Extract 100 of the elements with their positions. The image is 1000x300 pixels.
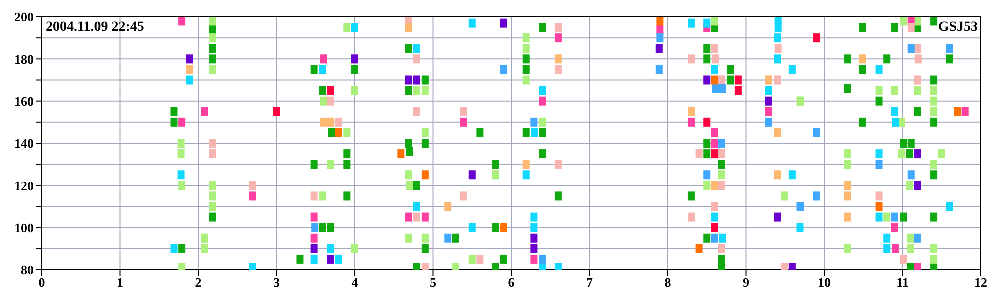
point	[844, 160, 852, 170]
point	[711, 128, 718, 138]
point	[704, 18, 711, 28]
x-tick-label: 0	[38, 275, 46, 290]
point	[344, 128, 351, 138]
point	[531, 128, 538, 138]
point	[892, 244, 900, 254]
point	[876, 65, 883, 74]
point	[844, 212, 852, 222]
y-tick-label: 140	[14, 136, 34, 152]
point	[320, 54, 328, 64]
point	[522, 160, 530, 170]
point	[765, 86, 772, 96]
point	[209, 65, 216, 74]
point	[522, 34, 530, 43]
point	[813, 128, 820, 138]
point	[327, 160, 334, 170]
point	[170, 244, 178, 254]
point	[422, 234, 429, 243]
point	[413, 76, 420, 85]
y-tick-label: 200	[14, 10, 34, 25]
point	[201, 244, 208, 254]
point	[178, 139, 185, 148]
point	[444, 234, 452, 243]
point	[914, 86, 922, 96]
point	[335, 254, 342, 264]
point	[711, 17, 718, 26]
y-tick-label: 80	[21, 262, 34, 278]
point	[711, 65, 718, 74]
x-tick-label: 11	[896, 275, 909, 290]
point	[327, 254, 334, 264]
point	[876, 192, 883, 201]
point	[312, 223, 319, 232]
point	[352, 244, 358, 254]
x-tick-label: 10	[818, 275, 831, 290]
point	[209, 202, 216, 212]
point	[554, 23, 562, 32]
x-tick-label: 4	[352, 275, 359, 290]
point	[352, 23, 358, 32]
point	[178, 17, 186, 26]
point	[962, 107, 969, 116]
point	[711, 202, 718, 212]
y-tick-label: 100	[14, 220, 34, 236]
point	[335, 128, 342, 138]
point	[500, 223, 508, 232]
point	[209, 139, 216, 148]
point	[413, 107, 420, 116]
point	[319, 192, 326, 201]
y-tick-label: 180	[14, 52, 34, 67]
point	[554, 34, 562, 43]
point	[530, 234, 538, 243]
point	[844, 192, 852, 201]
point	[884, 244, 891, 254]
point	[468, 18, 476, 28]
point	[930, 86, 938, 96]
point	[201, 107, 208, 116]
point	[405, 212, 412, 222]
point	[422, 86, 429, 96]
point	[876, 160, 883, 170]
point	[908, 44, 915, 54]
point	[327, 118, 334, 127]
point	[774, 23, 782, 32]
annotation: GSJ53	[938, 20, 978, 36]
point	[711, 212, 718, 222]
point	[688, 118, 695, 127]
point	[774, 34, 782, 43]
point	[327, 86, 334, 96]
point	[688, 18, 695, 28]
point	[908, 170, 915, 180]
point	[914, 150, 922, 159]
point	[186, 54, 194, 64]
point	[327, 96, 334, 106]
point	[704, 118, 711, 127]
point	[718, 244, 726, 254]
point	[712, 54, 720, 64]
point	[774, 128, 782, 138]
point	[930, 254, 938, 264]
point	[476, 254, 484, 264]
point	[876, 86, 883, 96]
point	[704, 181, 711, 190]
point	[774, 170, 782, 180]
point	[900, 254, 908, 264]
point	[320, 96, 328, 106]
point	[844, 181, 852, 190]
point	[946, 202, 954, 212]
annotation: 2004.11.09 22:45	[46, 20, 144, 36]
point	[734, 76, 742, 85]
point	[891, 212, 898, 222]
point	[522, 44, 530, 54]
point	[656, 34, 664, 43]
point	[711, 150, 718, 159]
point	[704, 76, 711, 85]
point	[310, 212, 318, 222]
point	[696, 150, 703, 159]
point	[413, 44, 420, 54]
point	[765, 118, 772, 127]
point	[335, 118, 342, 127]
point	[530, 212, 538, 222]
point	[209, 34, 216, 43]
point	[688, 212, 695, 222]
